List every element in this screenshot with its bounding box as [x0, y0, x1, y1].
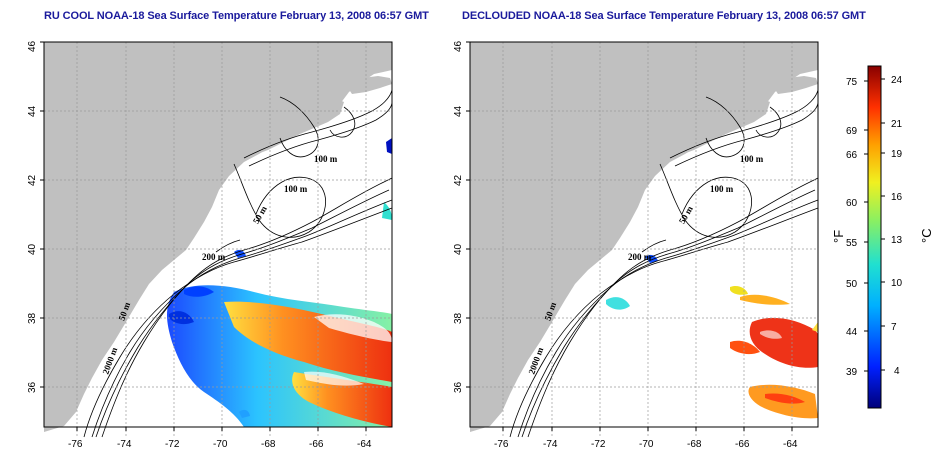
left-y-axis: 36 38 40 42 44 46	[27, 40, 44, 393]
celsius-unit-label: °C	[919, 228, 934, 243]
right-x-tick: -70	[639, 439, 654, 450]
right-y-tick: 40	[453, 243, 464, 255]
colorbar-f-tick: 75	[846, 77, 858, 88]
left-x-tick: -72	[165, 439, 180, 450]
colorbar-c-tick: 7	[891, 322, 897, 333]
right-x-tick: -66	[735, 439, 750, 450]
right-contour-label-100b: 100 m	[710, 184, 734, 194]
left-x-tick: -74	[117, 439, 132, 450]
left-y-tick: 44	[27, 105, 38, 117]
left-y-tick: 38	[27, 312, 38, 324]
left-y-tick: 46	[27, 40, 38, 52]
right-x-tick: -72	[591, 439, 606, 450]
left-x-tick: -76	[68, 439, 83, 450]
colorbar-c-tick: 24	[891, 75, 903, 86]
left-x-tick: -70	[213, 439, 228, 450]
left-y-tick: 40	[27, 243, 38, 255]
right-x-tick: -74	[543, 439, 558, 450]
right-contour-label-200: 200 m	[628, 252, 652, 262]
right-sst-data	[606, 254, 818, 419]
left-x-tick: -66	[309, 439, 324, 450]
colorbar-f-tick: 44	[846, 327, 858, 338]
colorbar: 75 69 66 60 55 50 44 39 24 21 19 16 13 1…	[831, 65, 934, 409]
colorbar-f-tick: 39	[846, 367, 858, 378]
right-y-tick: 42	[453, 174, 464, 186]
right-x-axis: -76 -74 -72 -70 -68 -66 -64	[494, 427, 798, 450]
fahrenheit-unit-label: °F	[831, 230, 846, 243]
left-x-axis: -76 -74 -72 -70 -68 -66 -64	[68, 427, 372, 450]
right-y-axis: 36 38 40 42 44 46	[453, 40, 470, 393]
left-sst-data	[167, 138, 392, 427]
colorbar-c-tick: 21	[891, 119, 903, 130]
left-x-tick: -64	[357, 439, 372, 450]
right-map-frame	[469, 41, 819, 428]
right-map-title: DECLOUDED NOAA-18 Sea Surface Temperatur…	[462, 10, 866, 22]
colorbar-c-tick: 19	[891, 149, 903, 160]
left-contour-label-100a: 100 m	[314, 154, 338, 164]
left-map-title: RU COOL NOAA-18 Sea Surface Temperature …	[44, 10, 429, 22]
colorbar-c-tick: 4	[894, 366, 900, 377]
left-y-tick: 42	[27, 174, 38, 186]
colorbar-f-tick: 60	[846, 198, 858, 209]
left-y-tick: 36	[27, 381, 38, 393]
colorbar-c-tick: 13	[891, 235, 903, 246]
right-x-tick: -68	[687, 439, 702, 450]
right-x-tick: -76	[494, 439, 509, 450]
left-contour-label-200: 200 m	[202, 252, 226, 262]
right-map: 100 m 100 m 50 m 200 m 50 m 2000 m	[469, 41, 819, 438]
colorbar-gradient	[867, 65, 882, 409]
colorbar-f-tick: 66	[846, 150, 858, 161]
left-contour-label-100b: 100 m	[284, 184, 308, 194]
colorbar-f-tick: 69	[846, 126, 858, 137]
right-y-tick: 38	[453, 312, 464, 324]
right-y-tick: 46	[453, 40, 464, 52]
colorbar-c-tick: 16	[891, 192, 903, 203]
right-contour-label-100a: 100 m	[740, 154, 764, 164]
colorbar-f-tick: 50	[846, 279, 858, 290]
left-map-frame	[43, 41, 393, 428]
left-map: 100 m 100 m 50 m 200 m 50 m 2000 m	[43, 41, 393, 438]
colorbar-f-tick: 55	[846, 238, 858, 249]
right-y-tick: 44	[453, 105, 464, 117]
right-y-tick: 36	[453, 381, 464, 393]
left-x-tick: -68	[261, 439, 276, 450]
colorbar-c-tick: 10	[891, 278, 903, 289]
right-x-tick: -64	[783, 439, 798, 450]
